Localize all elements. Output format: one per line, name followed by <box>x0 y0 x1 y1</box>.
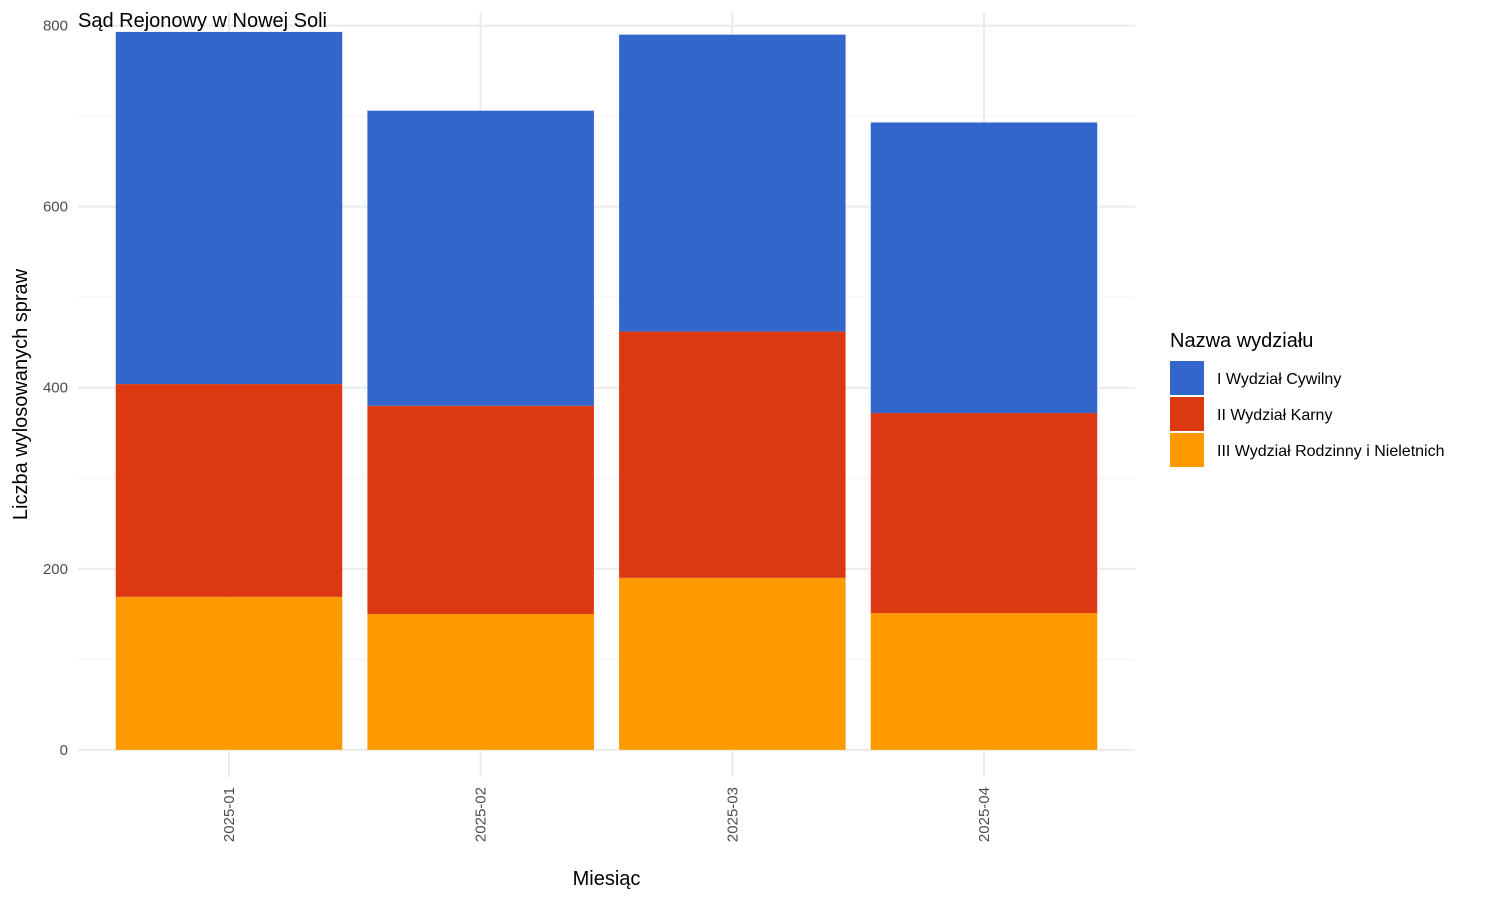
x-tick-label: 2025-01 <box>221 787 238 842</box>
x-axis-label: Miesiąc <box>573 868 641 890</box>
legend-label: II Wydział Karny <box>1217 407 1332 424</box>
x-tick-label: 2025-02 <box>473 787 490 842</box>
y-tick-label: 0 <box>60 742 68 759</box>
bar-segment <box>870 413 1098 614</box>
legend-swatch <box>1170 433 1204 467</box>
legend: Nazwa wydziału I Wydział Cywilny II Wydzi… <box>1170 330 1445 467</box>
x-tick-label: 2025-04 <box>976 787 993 842</box>
x-tick-label: 2025-03 <box>724 787 741 842</box>
legend-items: I Wydział Cywilny II Wydział Karny III Wyd… <box>1170 361 1445 467</box>
y-axis-label: Liczba wylosowanych spraw <box>10 268 32 520</box>
bar-segment <box>870 613 1098 750</box>
bar-segment <box>115 596 343 750</box>
y-tick-label: 600 <box>43 199 68 216</box>
bar-segment <box>619 34 846 332</box>
bar-segment <box>115 31 343 385</box>
legend-label: III Wydział Rodzinny i Nieletnich <box>1217 443 1445 460</box>
legend-swatch <box>1170 361 1204 395</box>
y-axis-ticks: 0 200 400 600 800 <box>43 18 68 759</box>
bar-segment <box>367 405 594 615</box>
legend-swatch <box>1170 397 1204 431</box>
bars <box>115 31 1098 750</box>
legend-label: I Wydział Cywilny <box>1217 371 1341 388</box>
y-tick-label: 800 <box>43 18 68 35</box>
bar-segment <box>619 577 846 750</box>
bar-segment <box>367 110 594 406</box>
bar-segment <box>115 384 343 597</box>
y-tick-label: 200 <box>43 561 68 578</box>
y-tick-label: 400 <box>43 380 68 397</box>
legend-title: Nazwa wydziału <box>1170 330 1313 352</box>
bar-segment <box>870 122 1098 414</box>
bar-segment <box>367 614 594 750</box>
bar-segment <box>619 331 846 578</box>
x-axis-ticks: 2025-01 2025-02 2025-03 2025-04 <box>221 787 993 842</box>
chart-title: Sąd Rejonowy w Nowej Soli <box>78 10 327 32</box>
